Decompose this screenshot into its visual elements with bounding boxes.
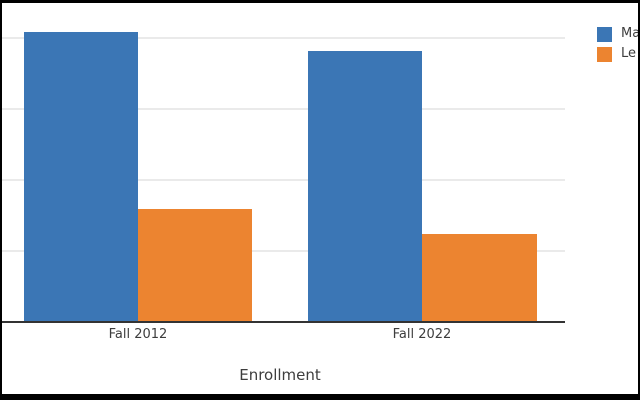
bar-fall-2022-series-2 bbox=[422, 234, 537, 322]
x-tick-fall-2012: Fall 2012 bbox=[108, 327, 168, 342]
legend-swatch-series-2 bbox=[597, 47, 612, 62]
bar-fall-2012-series-2 bbox=[138, 209, 252, 322]
frame-edge-top bbox=[0, 0, 640, 3]
legend: Ma Le bbox=[590, 0, 640, 80]
bar-fall-2012-series-1 bbox=[24, 32, 138, 322]
frame-edge-left bbox=[0, 0, 2, 400]
frame-edge-bottom bbox=[0, 394, 640, 400]
frame-edge-right bbox=[638, 0, 640, 400]
gridline bbox=[0, 250, 565, 252]
gridline bbox=[0, 37, 565, 39]
x-axis-title: Enrollment bbox=[239, 366, 321, 384]
legend-swatch-series-1 bbox=[597, 27, 612, 42]
gridline bbox=[0, 179, 565, 181]
legend-label-series-2: Le bbox=[621, 46, 637, 61]
gridline bbox=[0, 108, 565, 110]
x-tick-fall-2022: Fall 2022 bbox=[392, 327, 452, 342]
bar-fall-2022-series-1 bbox=[308, 51, 422, 322]
x-axis-line bbox=[0, 321, 565, 323]
legend-label-series-1: Ma bbox=[621, 26, 640, 41]
